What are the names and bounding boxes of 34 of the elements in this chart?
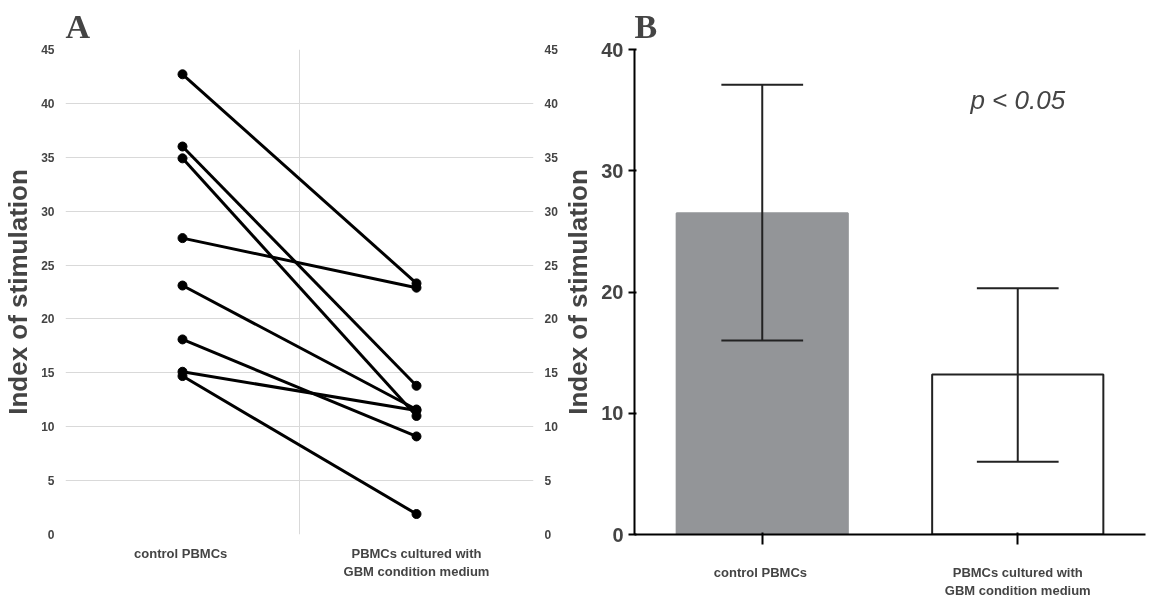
y2-tick-label: 0 (544, 528, 552, 542)
y2-tick-label: 35 (544, 150, 559, 165)
y-tick-label: 25 (41, 258, 55, 273)
y2-tick-label: 45 (544, 43, 559, 57)
x-tick-label: control PBMCs (134, 545, 228, 561)
x-tick-label: PBMCs cultured with GBM condition medium (944, 564, 1091, 598)
y2-tick-label: 30 (544, 204, 559, 219)
y2-tick-label: 20 (544, 312, 559, 327)
y2-tick-label: 5 (544, 474, 552, 489)
y-tick-label: 35 (41, 150, 55, 165)
chart-title: B (634, 7, 658, 45)
y-axis-title: Index of stimulation (563, 169, 594, 415)
x-tick-label: PBMCs cultured with GBM condition medium (343, 545, 490, 579)
y-tick-label: 10 (601, 402, 624, 425)
y2-tick-label: 25 (544, 258, 559, 273)
y-tick-label: 15 (41, 366, 55, 381)
y2-tick-label: 10 (544, 420, 559, 435)
y-tick-label: 40 (601, 38, 624, 61)
y-tick-label: 20 (41, 312, 55, 327)
y2-tick-label: 40 (544, 96, 559, 111)
y-tick-label: 10 (41, 420, 55, 435)
y-tick-label: 0 (612, 523, 624, 546)
y-tick-label: 45 (41, 43, 55, 57)
y-tick-label: 20 (601, 281, 624, 303)
y-tick-label: 0 (47, 528, 55, 542)
y-tick-label: 30 (41, 204, 55, 219)
y2-tick-label: 15 (544, 366, 559, 381)
y-tick-label: 5 (47, 474, 55, 489)
x-tick-label: control PBMCs (713, 564, 808, 580)
chart-title: A (65, 7, 91, 45)
y-axis-title: Index of stimulation (3, 169, 34, 415)
y-tick-label: 30 (601, 159, 624, 182)
annotation: p < 0.05 (969, 84, 1066, 115)
y-tick-label: 40 (41, 96, 55, 111)
